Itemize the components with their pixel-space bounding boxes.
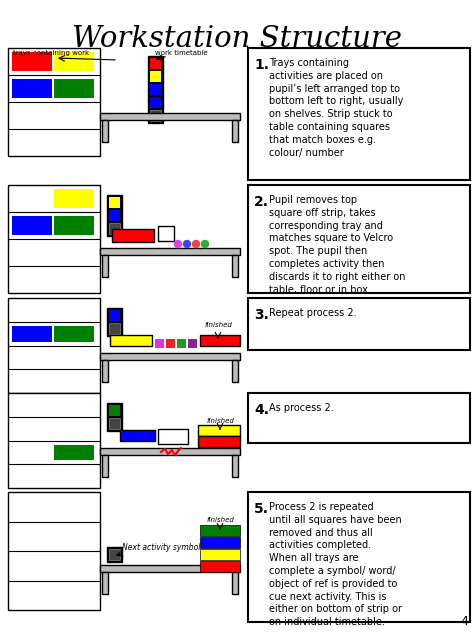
Bar (102, 455, 108, 477)
Bar (100, 448, 240, 455)
Bar (109, 310, 120, 321)
Text: 4: 4 (460, 615, 468, 628)
Bar (102, 120, 108, 142)
Bar (12, 325, 52, 341)
Bar (100, 353, 240, 360)
Circle shape (201, 241, 209, 248)
Bar (12, 52, 52, 71)
Bar (109, 197, 120, 208)
Bar (150, 110, 161, 121)
Bar (54, 444, 94, 460)
Bar (150, 84, 161, 95)
Bar (248, 393, 470, 443)
Text: trays containing work: trays containing work (13, 50, 89, 56)
Text: 4.: 4. (254, 403, 269, 417)
Bar (158, 226, 174, 241)
Bar (54, 325, 94, 341)
Bar (248, 48, 470, 180)
Bar (109, 549, 120, 560)
Text: finished: finished (206, 418, 234, 424)
Bar (112, 229, 154, 242)
Bar (8, 298, 100, 393)
Bar (232, 360, 238, 382)
Bar (107, 547, 122, 562)
Text: Next activity symbol: Next activity symbol (122, 543, 201, 552)
Bar (177, 339, 186, 348)
Bar (109, 323, 120, 334)
Bar (200, 537, 240, 548)
Bar (200, 549, 240, 560)
Bar (120, 430, 155, 441)
Bar (109, 418, 120, 429)
Circle shape (183, 241, 191, 248)
Text: Workstation Structure: Workstation Structure (72, 25, 402, 53)
Bar (54, 52, 94, 71)
Text: 5.: 5. (254, 502, 269, 516)
Bar (102, 360, 108, 382)
Bar (150, 71, 161, 82)
Bar (100, 113, 240, 120)
Text: finished: finished (206, 517, 234, 523)
Bar (102, 572, 108, 594)
Bar (158, 429, 188, 444)
Bar (54, 79, 94, 98)
Circle shape (174, 241, 182, 248)
Bar (8, 48, 100, 156)
Text: 1.: 1. (254, 58, 269, 72)
Bar (100, 565, 240, 572)
Bar (100, 248, 240, 255)
Text: Process 2 is repeated
until all squares have been
removed and thus all
activitie: Process 2 is repeated until all squares … (269, 502, 402, 627)
Text: work timetable: work timetable (155, 50, 208, 56)
Bar (200, 335, 240, 346)
Bar (107, 403, 122, 431)
Bar (8, 185, 100, 293)
Text: 3.: 3. (254, 308, 269, 322)
Bar (232, 572, 238, 594)
Bar (232, 455, 238, 477)
Bar (110, 335, 152, 346)
Bar (109, 210, 120, 221)
Text: Repeat process 2.: Repeat process 2. (269, 308, 356, 318)
Text: As process 2.: As process 2. (269, 403, 334, 413)
Text: finished: finished (204, 322, 232, 328)
Circle shape (192, 241, 200, 248)
Bar (200, 561, 240, 572)
Bar (8, 492, 100, 610)
Bar (155, 339, 164, 348)
Bar (248, 185, 470, 293)
Text: 2.: 2. (254, 195, 269, 209)
Bar (148, 56, 163, 123)
Bar (102, 255, 108, 277)
Bar (54, 216, 94, 235)
Bar (150, 97, 161, 108)
Bar (248, 298, 470, 350)
Bar (107, 308, 122, 336)
Bar (109, 405, 120, 416)
Bar (232, 255, 238, 277)
Bar (150, 58, 161, 69)
Text: Trays containing
activities are placed on
pupil’s left arranged top to
bottom le: Trays containing activities are placed o… (269, 58, 403, 157)
Bar (188, 339, 197, 348)
Bar (12, 79, 52, 98)
Bar (54, 189, 94, 208)
Bar (232, 120, 238, 142)
Bar (198, 425, 240, 436)
Bar (8, 393, 100, 488)
Bar (12, 216, 52, 235)
Bar (107, 195, 122, 236)
Bar (198, 436, 240, 447)
Bar (200, 525, 240, 536)
Bar (248, 492, 470, 622)
Bar (109, 223, 120, 234)
Bar (166, 339, 175, 348)
Text: Pupil removes top
square off strip, takes
corresponding tray and
matches square : Pupil removes top square off strip, take… (269, 195, 405, 295)
